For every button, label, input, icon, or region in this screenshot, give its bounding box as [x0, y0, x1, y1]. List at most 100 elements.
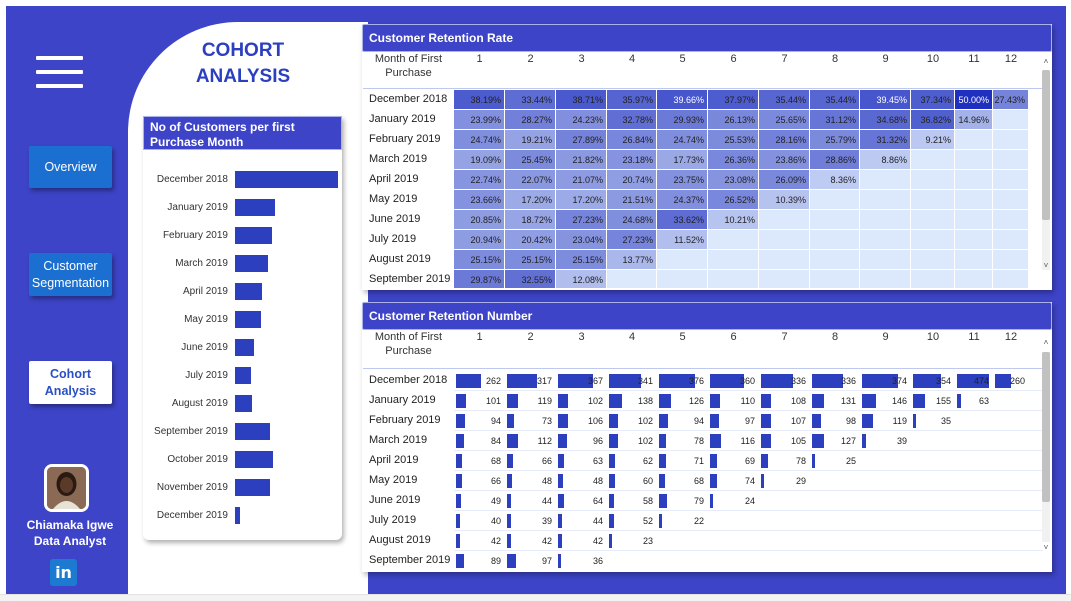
heatmap-cell[interactable]: 25.65%: [759, 110, 810, 130]
heatmap-cell[interactable]: 17.20%: [556, 190, 607, 210]
heatmap-cell[interactable]: 26.09%: [759, 170, 810, 190]
column-header[interactable]: 5: [679, 53, 686, 65]
heatmap-cell[interactable]: 25.53%: [708, 130, 759, 150]
retention-number-cell[interactable]: 35: [911, 411, 955, 431]
heatmap-cell[interactable]: 12.08%: [556, 270, 607, 288]
heatmap-cell[interactable]: 17.73%: [657, 150, 708, 170]
heatmap-cell[interactable]: [955, 190, 993, 210]
retention-number-cell[interactable]: 317: [505, 371, 556, 391]
heatmap-cell[interactable]: 39.66%: [657, 90, 708, 110]
retention-number-cell[interactable]: 97: [708, 411, 759, 431]
retention-number-cell[interactable]: 146: [860, 391, 911, 411]
heatmap-cell[interactable]: 29.93%: [657, 110, 708, 130]
heatmap-cell[interactable]: [955, 170, 993, 190]
heatmap-cell[interactable]: 29.87%: [454, 270, 505, 288]
heatmap-cell[interactable]: [708, 270, 759, 288]
heatmap-cell[interactable]: [911, 170, 955, 190]
column-header[interactable]: 3: [578, 331, 585, 343]
heatmap-cell[interactable]: 21.51%: [607, 190, 657, 210]
heatmap-cell[interactable]: 27.23%: [556, 210, 607, 230]
retention-number-cell[interactable]: 262: [454, 371, 505, 391]
heatmap-cell[interactable]: [955, 250, 993, 270]
retention-number-cell[interactable]: 336: [759, 371, 810, 391]
retention-number-cell[interactable]: 42: [454, 531, 505, 551]
retention-number-cell[interactable]: 97: [505, 551, 556, 570]
row-label[interactable]: September 2019: [369, 554, 451, 566]
row-label[interactable]: August 2019: [369, 253, 431, 265]
retention-number-cell[interactable]: 78: [759, 451, 810, 471]
heatmap-cell[interactable]: 10.21%: [708, 210, 759, 230]
heatmap-cell[interactable]: 39.45%: [860, 90, 911, 110]
retention-rate-scrollbar[interactable]: [1042, 70, 1050, 270]
retention-number-cell[interactable]: 58: [607, 491, 657, 511]
retention-number-cell[interactable]: 106: [556, 411, 607, 431]
column-header[interactable]: 6: [730, 331, 737, 343]
heatmap-cell[interactable]: [955, 150, 993, 170]
retention-number-cell[interactable]: 102: [607, 411, 657, 431]
heatmap-cell[interactable]: 26.36%: [708, 150, 759, 170]
retention-number-cell[interactable]: 119: [860, 411, 911, 431]
column-header[interactable]: 5: [679, 331, 686, 343]
column-header[interactable]: 9: [882, 53, 889, 65]
retention-number-cell[interactable]: 116: [708, 431, 759, 451]
heatmap-cell[interactable]: [759, 270, 810, 288]
retention-number-cell[interactable]: 64: [556, 491, 607, 511]
heatmap-cell[interactable]: [759, 250, 810, 270]
retention-number-cell[interactable]: 84: [454, 431, 505, 451]
retention-number-cell[interactable]: 68: [657, 471, 708, 491]
column-header[interactable]: 4: [628, 331, 636, 343]
heatmap-cell[interactable]: 36.82%: [911, 110, 955, 130]
row-label[interactable]: July 2019: [369, 233, 417, 245]
heatmap-cell[interactable]: 37.34%: [911, 90, 955, 110]
retention-number-cell[interactable]: 108: [759, 391, 810, 411]
retention-number-cell[interactable]: 78: [657, 431, 708, 451]
customer-count-bar[interactable]: [235, 451, 273, 468]
retention-number-cell[interactable]: 48: [505, 471, 556, 491]
row-label[interactable]: February 2019: [369, 133, 441, 145]
heatmap-cell[interactable]: 23.04%: [556, 230, 607, 250]
heatmap-cell[interactable]: 20.85%: [454, 210, 505, 230]
heatmap-cell[interactable]: [993, 250, 1029, 270]
retention-number-cell[interactable]: 96: [556, 431, 607, 451]
customer-count-bar[interactable]: [235, 423, 270, 440]
heatmap-cell[interactable]: [759, 230, 810, 250]
row-label[interactable]: March 2019: [369, 153, 428, 165]
retention-number-cell[interactable]: 101: [454, 391, 505, 411]
row-label[interactable]: September 2019: [369, 273, 451, 285]
customer-count-bar[interactable]: [235, 479, 270, 496]
heatmap-cell[interactable]: 32.55%: [505, 270, 556, 288]
retention-number-cell[interactable]: 24: [708, 491, 759, 511]
heatmap-cell[interactable]: [860, 190, 911, 210]
retention-number-cell[interactable]: 94: [657, 411, 708, 431]
customer-count-bar[interactable]: [235, 507, 240, 524]
heatmap-cell[interactable]: 18.72%: [505, 210, 556, 230]
heatmap-cell[interactable]: [810, 190, 860, 210]
heatmap-cell[interactable]: [911, 270, 955, 288]
retention-number-cell[interactable]: 52: [607, 511, 657, 531]
heatmap-cell[interactable]: [860, 230, 911, 250]
heatmap-cell[interactable]: 23.75%: [657, 170, 708, 190]
retention-number-cell[interactable]: 374: [860, 371, 911, 391]
retention-number-cell[interactable]: 44: [505, 491, 556, 511]
heatmap-cell[interactable]: 26.84%: [607, 130, 657, 150]
retention-number-cell[interactable]: 336: [810, 371, 860, 391]
column-header[interactable]: 6: [730, 53, 737, 65]
heatmap-cell[interactable]: 26.13%: [708, 110, 759, 130]
heatmap-cell[interactable]: 24.68%: [607, 210, 657, 230]
retention-number-cell[interactable]: 66: [454, 471, 505, 491]
heatmap-cell[interactable]: 25.79%: [810, 130, 860, 150]
heatmap-cell[interactable]: 32.78%: [607, 110, 657, 130]
heatmap-cell[interactable]: [607, 270, 657, 288]
heatmap-cell[interactable]: 25.15%: [556, 250, 607, 270]
heatmap-cell[interactable]: [993, 210, 1029, 230]
customer-count-bar[interactable]: [235, 311, 261, 328]
overview-button[interactable]: Overview: [29, 146, 112, 188]
heatmap-cell[interactable]: 35.97%: [607, 90, 657, 110]
retention-number-cell[interactable]: 49: [454, 491, 505, 511]
heatmap-cell[interactable]: 24.23%: [556, 110, 607, 130]
scroll-up-arrow[interactable]: ˄: [1043, 338, 1049, 347]
heatmap-cell[interactable]: 24.37%: [657, 190, 708, 210]
heatmap-cell[interactable]: 50.00%: [955, 90, 993, 110]
column-header[interactable]: 11: [968, 331, 980, 343]
heatmap-cell[interactable]: 19.21%: [505, 130, 556, 150]
